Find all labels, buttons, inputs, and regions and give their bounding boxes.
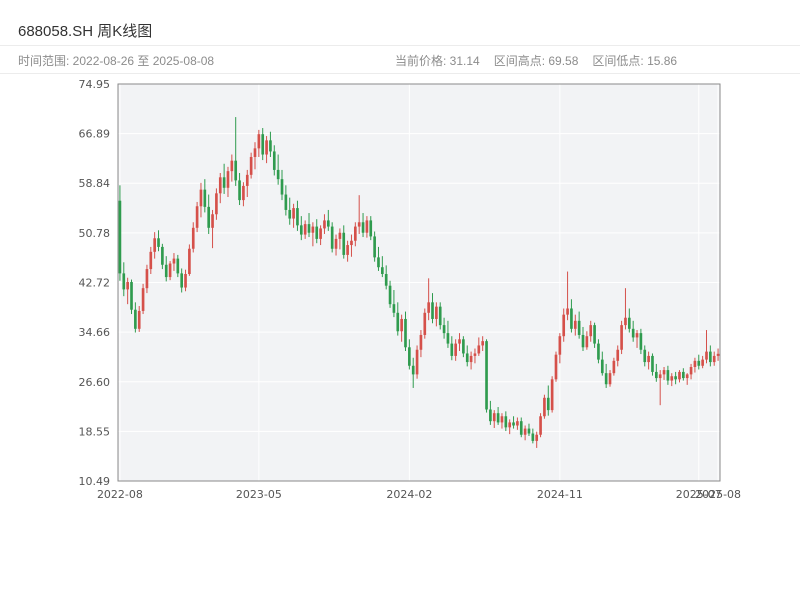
svg-text:2024-11: 2024-11 xyxy=(537,488,583,501)
svg-text:2023-05: 2023-05 xyxy=(236,488,282,501)
date-range-label: 时间范围: 2022-08-26 至 2025-08-08 xyxy=(18,54,215,68)
header-divider xyxy=(0,45,800,46)
svg-text:18.55: 18.55 xyxy=(79,425,111,438)
range-high-label: 区间高点: 69.58 xyxy=(493,54,579,68)
svg-text:66.89: 66.89 xyxy=(79,128,111,141)
svg-text:2025-08: 2025-08 xyxy=(695,488,741,501)
subheader-divider xyxy=(0,73,800,74)
price-stats: 当前价格: 31.14 区间高点: 69.58 区间低点: 15.86 xyxy=(395,52,677,69)
svg-text:58.84: 58.84 xyxy=(79,177,111,190)
svg-text:2022-08: 2022-08 xyxy=(97,488,143,501)
current-price-label: 当前价格: 31.14 xyxy=(395,54,480,68)
svg-text:26.60: 26.60 xyxy=(79,376,111,389)
svg-text:74.95: 74.95 xyxy=(79,78,111,91)
svg-text:50.78: 50.78 xyxy=(79,227,111,240)
svg-text:34.66: 34.66 xyxy=(79,326,111,339)
svg-text:2024-02: 2024-02 xyxy=(386,488,432,501)
page-title: 688058.SH 周K线图 xyxy=(18,23,153,40)
svg-text:10.49: 10.49 xyxy=(79,475,111,488)
svg-text:42.72: 42.72 xyxy=(79,277,111,290)
svg-text:2025-07: 2025-07 xyxy=(676,488,722,501)
range-low-label: 区间低点: 15.86 xyxy=(592,54,678,68)
